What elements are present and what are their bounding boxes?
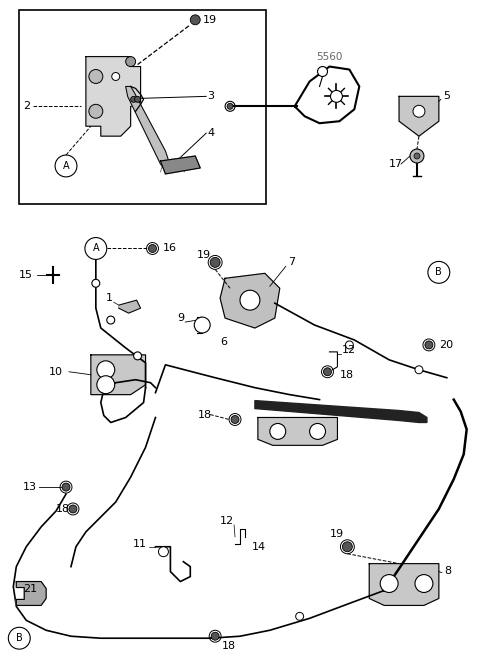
Circle shape	[92, 279, 100, 287]
Circle shape	[107, 316, 115, 324]
Circle shape	[85, 237, 107, 259]
Circle shape	[425, 341, 433, 349]
Text: 3: 3	[207, 91, 214, 101]
Text: B: B	[435, 267, 442, 277]
Text: 4: 4	[207, 128, 214, 138]
Text: 18: 18	[198, 410, 212, 420]
Text: 16: 16	[162, 243, 177, 253]
Text: 9: 9	[178, 313, 184, 323]
Circle shape	[190, 15, 200, 25]
Circle shape	[8, 627, 30, 649]
Circle shape	[97, 376, 115, 394]
Circle shape	[148, 245, 156, 253]
Text: 2: 2	[23, 101, 30, 111]
Circle shape	[414, 153, 420, 159]
Text: 1: 1	[106, 293, 113, 303]
Circle shape	[324, 368, 332, 376]
Polygon shape	[220, 273, 280, 328]
Text: 8: 8	[444, 566, 451, 575]
Circle shape	[310, 424, 325, 440]
Text: B: B	[16, 633, 23, 643]
Text: 12: 12	[341, 345, 356, 355]
Text: 12: 12	[220, 516, 234, 526]
Circle shape	[89, 70, 103, 84]
Text: 11: 11	[132, 539, 146, 549]
Polygon shape	[86, 56, 141, 136]
Polygon shape	[91, 355, 145, 394]
Circle shape	[194, 317, 210, 333]
Circle shape	[158, 547, 168, 557]
Text: 20: 20	[439, 340, 453, 350]
Polygon shape	[16, 581, 46, 605]
Text: 7: 7	[288, 257, 295, 267]
Text: 19: 19	[197, 251, 211, 261]
Circle shape	[112, 72, 120, 80]
Circle shape	[133, 352, 142, 360]
Circle shape	[415, 575, 433, 593]
Circle shape	[227, 103, 233, 109]
Circle shape	[89, 104, 103, 118]
Polygon shape	[160, 156, 200, 174]
Circle shape	[131, 96, 137, 102]
Circle shape	[346, 341, 353, 349]
Circle shape	[410, 149, 424, 163]
Text: 10: 10	[49, 367, 63, 377]
Circle shape	[415, 366, 423, 374]
Polygon shape	[258, 418, 337, 446]
Circle shape	[240, 290, 260, 310]
Text: 14: 14	[252, 542, 266, 552]
Circle shape	[210, 257, 220, 267]
Polygon shape	[126, 86, 170, 171]
Circle shape	[270, 424, 286, 440]
Text: A: A	[63, 161, 69, 171]
Polygon shape	[119, 300, 141, 313]
Circle shape	[97, 361, 115, 379]
Text: 21: 21	[23, 583, 37, 593]
Text: 13: 13	[23, 482, 37, 492]
Circle shape	[380, 575, 398, 593]
Polygon shape	[399, 96, 439, 136]
Circle shape	[413, 105, 425, 117]
Text: 18: 18	[222, 641, 236, 651]
Circle shape	[318, 66, 327, 76]
Text: 19: 19	[329, 529, 344, 539]
Text: 6: 6	[220, 337, 227, 347]
Circle shape	[55, 155, 77, 177]
Polygon shape	[255, 400, 427, 422]
Circle shape	[330, 90, 342, 102]
Circle shape	[231, 416, 239, 424]
Text: A: A	[93, 243, 99, 253]
Circle shape	[296, 613, 304, 621]
Circle shape	[211, 633, 219, 640]
Text: 5560: 5560	[316, 52, 343, 62]
Text: 17: 17	[389, 159, 403, 169]
Circle shape	[62, 483, 70, 491]
Text: 19: 19	[203, 15, 217, 25]
Text: 18: 18	[339, 370, 354, 380]
Circle shape	[428, 261, 450, 283]
Circle shape	[134, 96, 141, 102]
Text: 18: 18	[56, 504, 70, 514]
Text: 15: 15	[19, 271, 33, 280]
Circle shape	[342, 542, 352, 552]
Circle shape	[126, 56, 136, 66]
Bar	[19, 10, 266, 204]
Polygon shape	[369, 564, 439, 605]
Circle shape	[69, 505, 77, 513]
Text: 5: 5	[443, 91, 450, 101]
